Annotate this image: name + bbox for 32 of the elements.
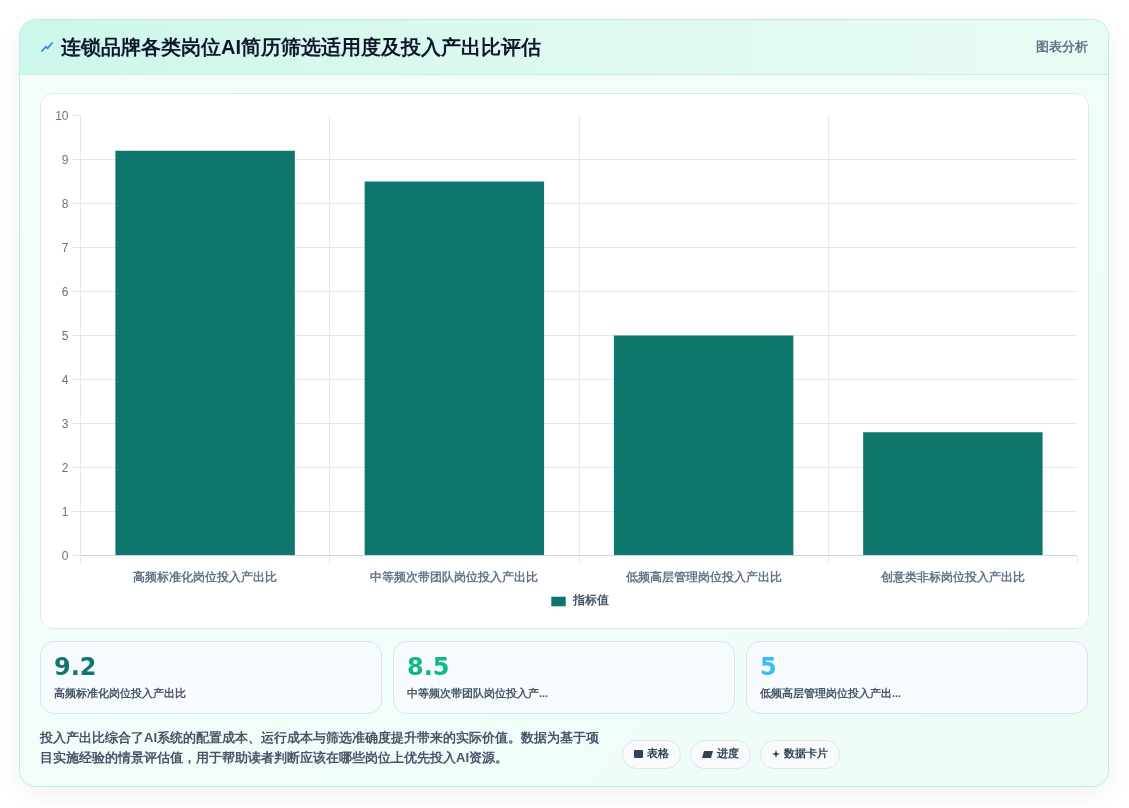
chart-title: 连锁品牌各类岗位AI简历筛选适用度及投入产出比评估 xyxy=(61,34,541,60)
y-tick-label: 9 xyxy=(61,153,69,167)
text: 中等频次带团队岗位投入产... xyxy=(407,686,550,701)
text: 进度 xyxy=(717,746,739,762)
y-tick-label: 3 xyxy=(61,417,69,431)
bar xyxy=(115,150,295,556)
text: 低频高层管理岗位投入产出... xyxy=(760,686,903,701)
y-tick-label: 0 xyxy=(61,549,69,563)
text: 数据卡片 xyxy=(784,746,828,762)
y-tick-label: 1 xyxy=(61,505,69,519)
text: 5 xyxy=(760,652,778,682)
legend-label: 指标值 xyxy=(572,592,609,609)
y-tick-label: 10 xyxy=(55,109,69,123)
text: 高频标准化岗位投入产出比 xyxy=(54,686,187,701)
x-tick-label: 低频高层管理岗位投入产出比 xyxy=(624,569,782,584)
y-tick-label: 8 xyxy=(61,197,69,211)
y-tick-label: 5 xyxy=(61,329,69,343)
y-tick-label: 6 xyxy=(61,285,69,299)
text: 表格 xyxy=(647,746,669,762)
bar xyxy=(364,181,545,556)
y-tick-label: 7 xyxy=(61,241,69,255)
text: 9.2 xyxy=(54,652,98,682)
x-tick-label: 创意类非标岗位投入产出比 xyxy=(879,569,1025,584)
text: 8.5 xyxy=(407,652,451,682)
y-tick-label: 4 xyxy=(61,373,69,387)
bar xyxy=(613,335,794,556)
text: 图表分析 xyxy=(1036,37,1088,56)
x-tick-label: 高频标准化岗位投入产出比 xyxy=(133,569,278,584)
bar xyxy=(863,432,1043,556)
y-tick-label: 2 xyxy=(61,461,69,475)
x-tick-label: 中等频次带团队岗位投入产出比 xyxy=(370,569,539,584)
text: 投入产出比综合了AI系统的配置成本、运行成本与筛选准确度提升带来的实际价值。数据为基于项目实施经验的情景评估值，用于帮助读者判断应该在哪些岗位上优先投入AI资源。 xyxy=(40,729,600,767)
